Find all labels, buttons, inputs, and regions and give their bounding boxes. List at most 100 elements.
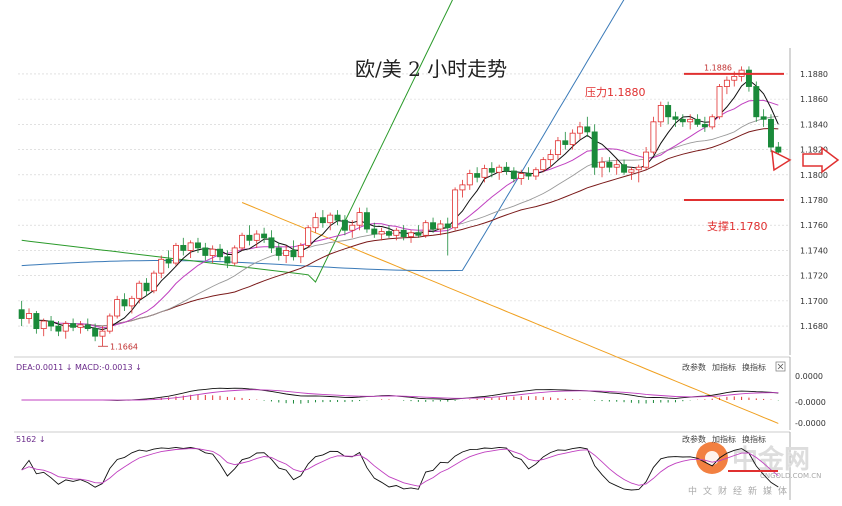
candle-body [731,76,738,81]
candle-body [562,140,569,145]
candle-body [92,328,99,337]
candle-body [114,299,121,317]
candle-body [341,219,348,231]
candle-body [48,320,55,327]
macd-dif-line [21,387,779,401]
candle-body [99,330,106,337]
candle-body [650,121,657,153]
candle-body [319,217,326,224]
y-tick-label: 1.1680 [800,322,828,331]
candle-body [334,214,341,221]
macd-buttons: 改参数 加指标 换指标 [682,361,786,372]
grid [18,73,790,327]
candle-body [70,323,77,328]
ma-mid-line [50,99,779,329]
candle-body [224,256,231,264]
kdj-button-switch[interactable]: 换指标 [742,434,766,444]
high-price-label: 1.1886 [704,63,732,72]
candle-body [496,166,503,173]
low-price-label: 1.1664 [110,342,138,351]
candle-body [158,258,165,274]
candle-body [709,116,716,128]
candle-body [261,233,268,239]
kdj-button-params[interactable]: 改参数 [682,434,706,444]
candle-body [312,217,319,229]
candle-body [121,299,128,307]
ma-slow-line [80,127,779,327]
candle-body [591,131,598,168]
y-tick-label: 1.1780 [800,196,828,205]
ma-blue-line [21,0,625,272]
candle-body [327,214,334,224]
candle-body [474,173,481,178]
candle-body [136,282,143,299]
candle-body [466,173,473,186]
candle-body [408,232,414,237]
candle-body [349,224,356,231]
candle-body [753,86,760,118]
candle-body [760,116,767,120]
candle-body [775,146,782,153]
candle-body [437,223,444,230]
candle-body [26,313,32,319]
candle-body [77,324,84,328]
kdj-buttons: 改参数 加指标 换指标 [682,434,766,444]
ma-grey-line [65,115,779,327]
candle-body [55,325,62,332]
candle-body [599,161,605,168]
candle-body [209,248,216,256]
candle-body [643,151,650,168]
candle-body [106,315,113,332]
candle-body [187,242,194,251]
y-axis-ticks: 1.1880 1.1860 1.1840 1.1820 1.1800 1.1780 1.17… [800,70,828,331]
candle-body [452,189,459,229]
y-tick-label: 1.1700 [800,297,828,306]
right-arrow-icon [771,146,840,174]
candle-body [143,282,150,292]
macd-dea-line [21,389,779,401]
candle-body [393,229,400,236]
kdj-button-add[interactable]: 加指标 [712,434,736,444]
candle-body [400,229,407,237]
y-tick-label: 1.1860 [800,95,828,104]
candle-body [371,228,378,235]
candle-body [503,166,510,172]
candle-body [195,242,201,249]
candle-body [305,227,312,246]
kdj-k-line [21,446,779,491]
candle-body [430,222,437,230]
candle-body [290,250,297,258]
candle-body [672,116,679,120]
candle-body [386,231,392,236]
candle-body [275,247,282,256]
candle-body [701,123,708,128]
macd-button-params[interactable]: 改参数 [682,362,706,372]
support-label: 支撑1.1780 [707,219,768,233]
candle-body [687,118,694,123]
macd-button-add[interactable]: 加指标 [712,362,736,372]
candle-body [532,169,539,177]
candle-body [62,323,69,332]
candle-body [422,222,429,236]
candle-body [180,244,187,251]
candles [18,66,782,347]
candle-body [128,297,135,307]
candle-body [33,313,40,330]
macd-button-switch[interactable]: 换指标 [742,362,766,372]
y-tick-label: 1.1880 [800,70,828,79]
y-tick-label: 1.1820 [800,146,828,155]
candle-body [628,169,635,173]
candle-body [253,233,260,241]
candle-body [84,324,91,330]
candle-body [621,164,628,173]
candle-body [510,170,517,179]
watermark-sub: 中文财经新媒体 [688,485,793,497]
candle-body [584,126,591,133]
y-tick-label: 1.1800 [800,171,828,180]
resistance-label: 压力1.1880 [585,86,646,99]
candle-body [694,118,701,125]
candle-body [547,154,554,161]
candle-body [150,272,157,292]
candle-body [481,168,488,178]
